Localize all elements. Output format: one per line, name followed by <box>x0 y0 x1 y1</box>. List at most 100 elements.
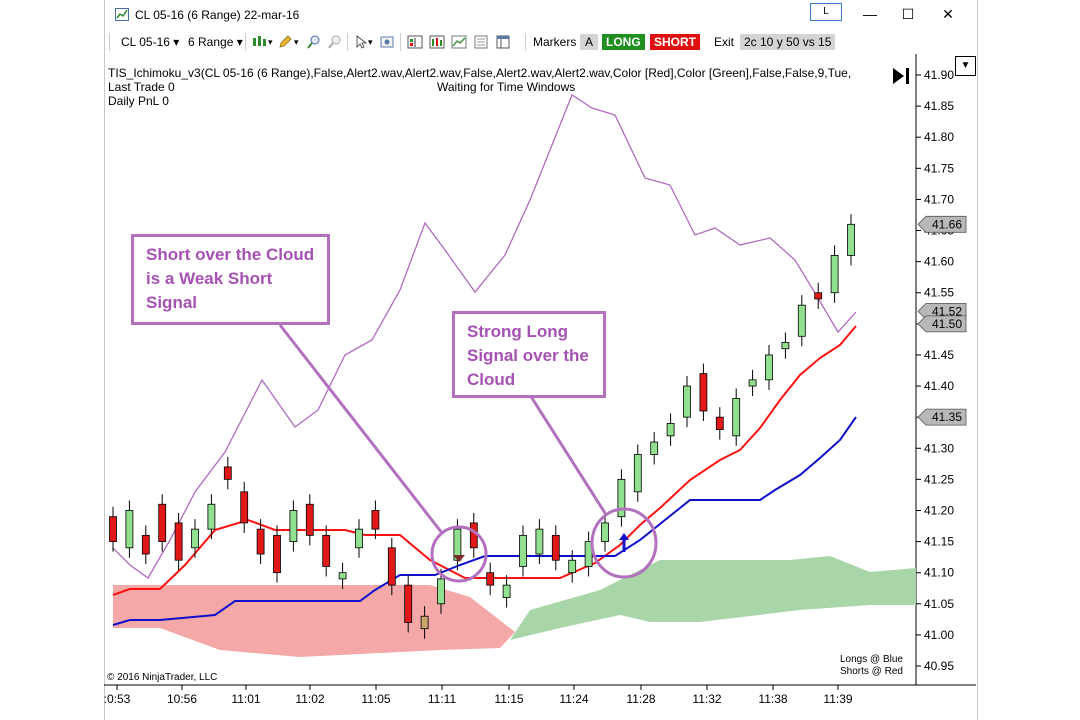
price-label-tag: 41.35 <box>917 408 967 426</box>
up-candle <box>355 528 363 549</box>
x-tick-label: 11:32 <box>692 692 721 706</box>
up-candle <box>633 454 642 493</box>
chart-trader-icon[interactable] <box>407 34 423 50</box>
toolbar-grip <box>109 33 110 51</box>
up-candle <box>830 255 839 294</box>
down-candle <box>699 373 708 412</box>
strong-long-pointer <box>528 394 607 514</box>
minimize-button[interactable]: — <box>863 6 877 22</box>
a-button[interactable]: A <box>580 34 599 50</box>
price-label-tag: 41.50 <box>917 315 967 333</box>
x-tick-label: 10:56 <box>167 692 197 706</box>
period-selector[interactable]: 6 Range ▾ <box>188 34 243 50</box>
last-trade-label: Last Trade 0 <box>108 80 175 94</box>
snapshot-icon[interactable] <box>379 34 395 50</box>
bearish-cloud <box>113 585 515 657</box>
window-title: CL 05-16 (6 Range) 22-mar-16 <box>135 8 300 22</box>
bar-style-icon[interactable] <box>251 34 267 50</box>
down-candle <box>387 547 396 586</box>
up-candle <box>847 223 855 256</box>
long-arrow-icon <box>619 533 629 540</box>
strong-long-callout: Strong Long Signal over the Cloud <box>452 311 606 398</box>
long-button[interactable]: LONG <box>602 34 645 50</box>
chevron-down-icon[interactable]: ▾ <box>368 37 373 47</box>
down-candle <box>404 584 413 623</box>
up-candle <box>191 528 199 549</box>
y-axis-ticks: 41.9041.8541.8041.7541.7041.6541.6041.55… <box>916 68 954 673</box>
y-tick-label: 41.40 <box>924 379 954 393</box>
drawing-pencil-icon[interactable] <box>277 34 293 50</box>
daily-pnl-label: Daily PnL 0 <box>108 94 169 108</box>
short-button[interactable]: SHORT <box>650 34 700 50</box>
down-candle <box>223 466 232 480</box>
play-marker-bar <box>906 68 909 84</box>
indicator-dropdown[interactable]: ▼ <box>955 56 976 76</box>
legend-shorts: Shorts @ Red <box>840 666 903 677</box>
down-candle <box>715 416 724 431</box>
up-candle <box>765 354 773 381</box>
price-label-text: 41.66 <box>932 217 962 231</box>
y-tick-label: 41.80 <box>924 130 954 144</box>
down-candle <box>486 572 495 586</box>
x-tick-label: 11:11 <box>428 692 457 706</box>
price-label-tag: 41.52 <box>917 302 967 320</box>
x-tick-label: 11:38 <box>758 692 787 706</box>
instrument-label: CL 05-16 <box>121 35 170 49</box>
down-candle <box>814 292 823 300</box>
properties-icon[interactable] <box>495 34 511 50</box>
link-button[interactable]: L <box>810 3 842 21</box>
strategies-icon[interactable] <box>451 34 467 50</box>
data-box-icon[interactable] <box>473 34 489 50</box>
y-tick-label: 41.30 <box>924 441 954 455</box>
legend-longs: Longs @ Blue <box>840 654 903 665</box>
down-candle <box>273 534 281 574</box>
chevron-down-icon[interactable]: ▾ <box>268 37 273 47</box>
zoom-out-icon[interactable] <box>327 34 343 50</box>
y-tick-label: 41.10 <box>924 566 954 580</box>
y-tick-label: 41.15 <box>924 535 954 549</box>
up-candle <box>683 385 691 418</box>
up-candle <box>797 304 806 337</box>
down-candle <box>256 528 265 555</box>
long-signal-circle <box>590 507 658 579</box>
down-candle <box>174 522 183 561</box>
price-label-text: 41.52 <box>932 304 962 318</box>
down-candle <box>305 503 314 536</box>
up-candle <box>502 584 511 598</box>
indicators-icon[interactable] <box>429 34 445 50</box>
y-tick-label: 41.55 <box>924 286 954 300</box>
chart-app-icon <box>115 8 129 21</box>
up-candle <box>289 510 298 542</box>
close-button[interactable]: ✕ <box>942 6 954 22</box>
y-tick-label: 41.85 <box>924 99 954 113</box>
x-tick-label: 11:05 <box>361 692 390 706</box>
cursor-pointer-icon[interactable] <box>353 34 369 50</box>
weak-short-callout: Short over the Cloud is a Weak Short Sig… <box>131 234 330 325</box>
up-candle <box>650 441 659 455</box>
down-candle <box>469 522 478 549</box>
indicator-params: TIS_Ichimoku_v3(CL 05-16 (6 Range),False… <box>108 66 851 80</box>
down-candle <box>109 516 117 542</box>
toolbar-separator <box>245 33 246 51</box>
x-tick-label: 11:15 <box>494 692 523 706</box>
chevron-down-icon: ▾ <box>236 35 243 49</box>
chevron-down-icon[interactable]: ▾ <box>294 37 299 47</box>
x-tick-label: 11:24 <box>559 692 588 706</box>
weak-short-pointer <box>278 324 444 534</box>
play-marker-icon <box>893 68 904 84</box>
zoom-in-icon[interactable] <box>306 34 322 50</box>
up-candle <box>617 478 626 518</box>
y-tick-label: 41.60 <box>924 255 954 269</box>
up-candle <box>748 379 757 387</box>
exit-button[interactable]: Exit <box>714 35 735 49</box>
annotations <box>278 324 658 583</box>
strategy-settings-button[interactable]: 2c 10 y 50 vs 15 <box>740 34 836 50</box>
instrument-selector[interactable]: CL 05-16 ▾ <box>121 34 179 50</box>
maximize-button[interactable]: ☐ <box>901 6 915 22</box>
markers-button[interactable]: Markers <box>533 35 577 49</box>
x-tick-label: 11:02 <box>295 692 324 706</box>
down-candle <box>158 503 167 542</box>
up-candle <box>519 534 527 567</box>
up-candle <box>338 572 347 580</box>
